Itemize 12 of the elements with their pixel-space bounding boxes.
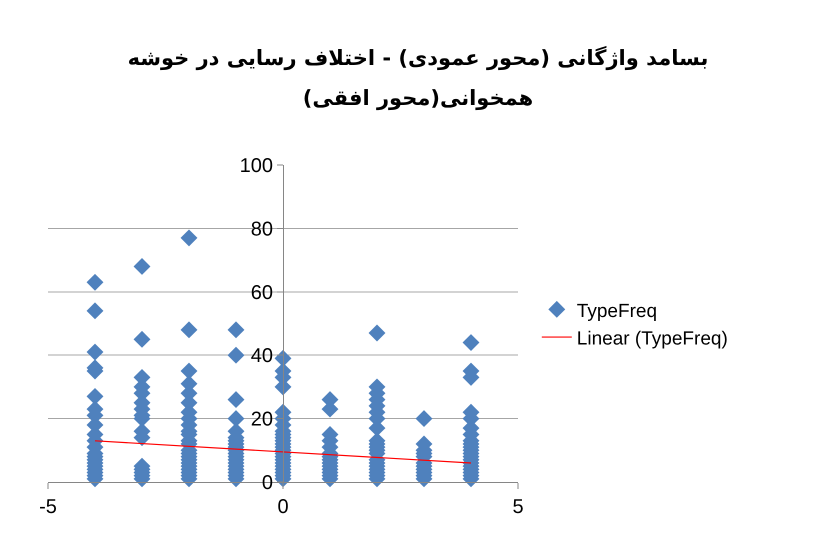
x-tick-label: -5 bbox=[39, 496, 57, 518]
x-tick-label: 5 bbox=[512, 496, 524, 518]
y-tick-label: 100 bbox=[240, 155, 273, 177]
legend-label: Linear (TypeFreq) bbox=[576, 328, 728, 350]
y-tick-label: 20 bbox=[250, 408, 273, 431]
y-tick-label: 0 bbox=[262, 472, 273, 494]
y-tick-label: 40 bbox=[250, 345, 273, 368]
chart-title: بسامد واژگانی (محور عمودی) - اختلاف رسایی در خوشه همخوانی(محور افقی) bbox=[126, 45, 710, 112]
y-tick-label: 60 bbox=[250, 282, 273, 304]
legend-label: TypeFreq bbox=[576, 300, 658, 322]
y-tick-label: 80 bbox=[250, 218, 273, 240]
x-tick-label: 0 bbox=[277, 496, 289, 518]
